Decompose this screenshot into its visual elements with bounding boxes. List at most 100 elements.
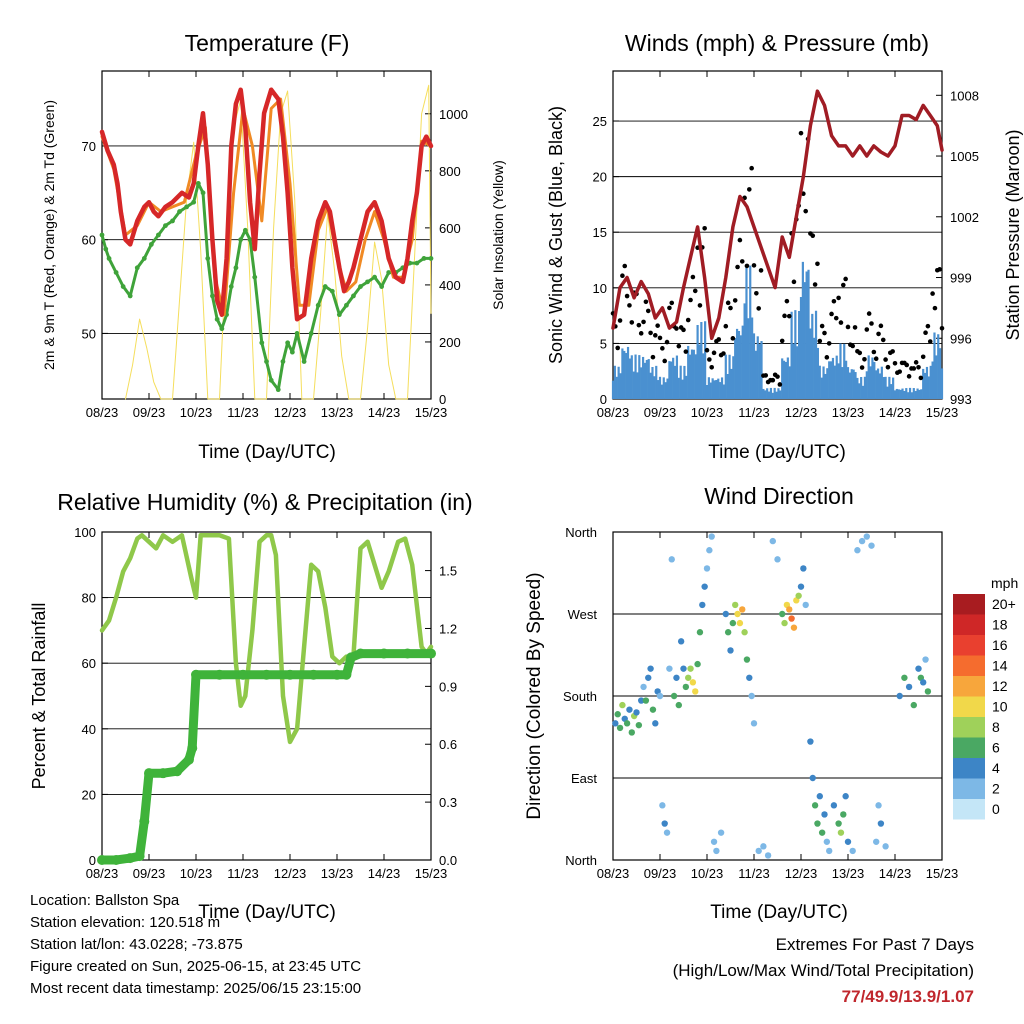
gust-point [622,263,628,269]
gust-point [864,327,870,332]
winds-y-right-label: Station Pressure (Maroon) [1003,129,1023,340]
direction-point [781,619,788,627]
x-tick-label: 14/23 [368,866,401,881]
direction-point [687,665,694,672]
precip-line [97,649,436,865]
gust-point [829,311,834,317]
direction-point [694,660,701,668]
x-tick-label: 09/23 [644,405,677,420]
direction-point [640,683,647,691]
gust-point [873,356,879,362]
x-tick-label: 09/23 [133,866,166,881]
precip-point [97,855,107,865]
gust-point [937,267,942,272]
gust-point [697,303,703,308]
speed-legend-title: mph [991,575,1018,591]
direction-tick-label: West [568,607,598,622]
x-tick-label: 09/23 [133,405,166,420]
x-tick-label: 14/23 [879,405,912,420]
direction-point [666,665,673,672]
x-tick-label: 14/23 [368,405,401,420]
temp-2m-line [99,87,434,322]
gust-point [822,330,827,336]
gust-point [662,358,667,364]
gust-point [624,293,630,299]
direction-point [788,615,795,622]
direction-y-label: Direction (Colored By Speed) [524,572,545,819]
dewpoint-point [329,288,335,294]
gust-point [641,319,646,325]
gust-point [737,237,743,243]
x-tick-label: 08/23 [597,405,630,420]
direction-point [786,606,793,613]
direction-point [896,692,903,700]
precip-point [111,855,122,865]
direction-point [854,547,861,554]
direction-point [760,843,767,850]
dewpoint-point [308,331,314,336]
direction-point [809,774,816,782]
dewpoint-point [228,284,234,289]
direction-point [739,606,746,613]
winds-y-left-label: Sonic Wind & Gust (Blue, Black) [546,106,566,364]
dewpoint-point [141,256,147,261]
gust-point [681,327,686,333]
gust-point [798,130,804,136]
legend-label: 0 [992,801,1000,817]
gust-point [871,349,877,355]
gust-point [707,357,712,362]
x-tick-label: 15/23 [926,405,959,420]
legend-label: 20+ [992,596,1016,612]
legend-swatch [953,594,985,615]
y-left-tick-label: 20 [593,170,607,185]
direction-point [818,829,826,836]
precip-point [172,766,183,777]
gust-point [728,305,733,311]
temp-9m-line [100,97,433,317]
legend-swatch [953,635,985,656]
y-right-tick-label: 0.6 [439,737,457,752]
gust-point [841,282,846,288]
gust-point [850,343,855,349]
y-right-tick-label: 1000 [439,107,468,122]
gust-point [866,311,872,316]
winds-title: Winds (mph) & Pressure (mb) [625,30,929,56]
x-tick-label: 13/23 [832,405,865,420]
y-left-tick-label: 20 [82,787,96,802]
gust-point [911,366,917,371]
gust-point [803,208,808,214]
x-tick-label: 09/23 [644,866,677,881]
direction-point [616,724,624,732]
dewpoint-point [358,284,363,289]
dewpoint-point [379,284,385,289]
dewpoint-point [365,279,370,285]
direction-point [703,565,711,572]
elevation-text: Station elevation: 120.518 m [30,914,221,931]
direction-point [858,537,866,545]
dewpoint-point [259,340,265,346]
x-tick-label: 15/23 [926,866,959,881]
direction-point [814,820,821,827]
direction-point [920,679,927,686]
y-right-tick-label: 996 [950,331,972,346]
legend-label: 6 [992,740,1000,756]
direction-point [635,721,643,729]
dewpoint-point [170,218,175,224]
y-right-tick-label: 800 [439,164,461,179]
gust-point [786,313,792,319]
direction-point [840,811,847,818]
direction-point [685,674,692,681]
y-right-tick-label: 200 [439,335,461,350]
y-right-tick-label: 1.2 [439,621,457,636]
direction-point [696,629,704,636]
direction-point [816,793,823,800]
dewpoint-point [344,302,349,308]
direction-point [741,629,748,636]
gust-point [833,315,839,321]
gust-point [775,374,780,379]
gust-point [747,187,752,192]
y-right-tick-label: 400 [439,278,461,293]
direction-point [706,547,713,554]
y-left-tick-label: 80 [82,591,96,606]
gust-point [655,323,660,328]
